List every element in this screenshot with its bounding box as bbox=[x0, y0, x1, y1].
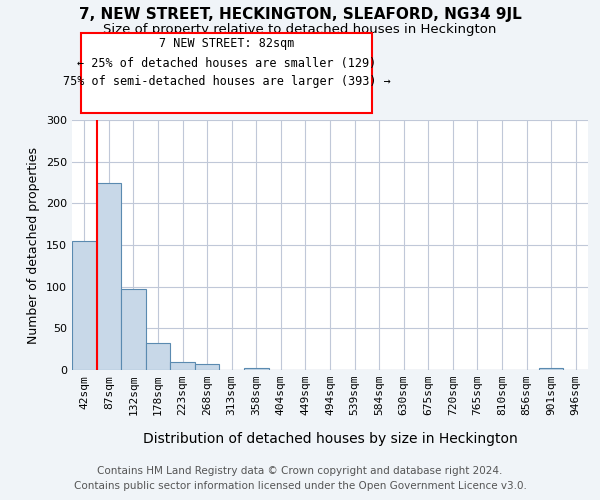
Bar bbox=[121, 289, 146, 370]
Text: 7 NEW STREET: 82sqm: 7 NEW STREET: 82sqm bbox=[159, 38, 294, 51]
Text: Contains public sector information licensed under the Open Government Licence v3: Contains public sector information licen… bbox=[74, 481, 526, 491]
Text: 7, NEW STREET, HECKINGTON, SLEAFORD, NG34 9JL: 7, NEW STREET, HECKINGTON, SLEAFORD, NG3… bbox=[79, 8, 521, 22]
Bar bbox=[539, 368, 563, 370]
Text: ← 25% of detached houses are smaller (129): ← 25% of detached houses are smaller (12… bbox=[77, 56, 376, 70]
Bar bbox=[195, 364, 220, 370]
Bar bbox=[170, 362, 195, 370]
Text: 75% of semi-detached houses are larger (393) →: 75% of semi-detached houses are larger (… bbox=[62, 75, 391, 88]
Bar bbox=[72, 241, 97, 370]
Text: Distribution of detached houses by size in Heckington: Distribution of detached houses by size … bbox=[143, 432, 517, 446]
Bar bbox=[244, 368, 269, 370]
Bar bbox=[146, 344, 170, 370]
Bar bbox=[97, 182, 121, 370]
Y-axis label: Number of detached properties: Number of detached properties bbox=[28, 146, 40, 344]
Text: Size of property relative to detached houses in Heckington: Size of property relative to detached ho… bbox=[103, 22, 497, 36]
Text: Contains HM Land Registry data © Crown copyright and database right 2024.: Contains HM Land Registry data © Crown c… bbox=[97, 466, 503, 476]
